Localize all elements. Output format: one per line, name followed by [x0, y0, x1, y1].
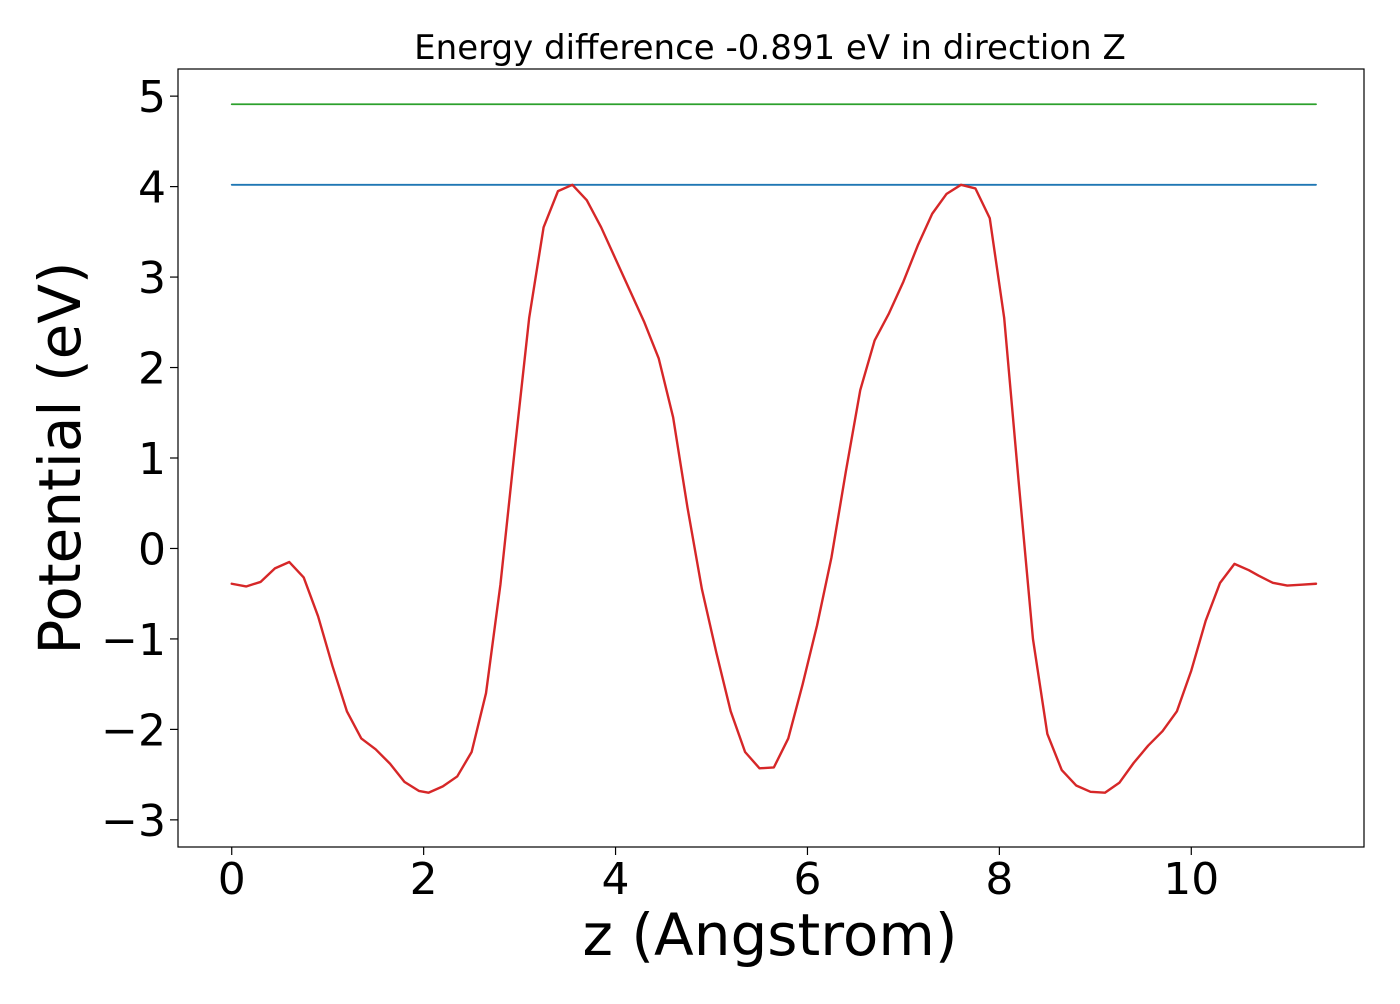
- y-axis: −3 −2 −1 0 1 2 3 4 5: [101, 72, 178, 847]
- x-tick-label: 0: [218, 854, 246, 905]
- x-axis: 0 2 4 6 8 10: [218, 847, 1219, 905]
- x-tick-label: 4: [602, 854, 630, 905]
- x-tick-label: 2: [410, 854, 438, 905]
- x-tick-label: 10: [1163, 854, 1219, 905]
- y-tick-label: −2: [101, 705, 166, 756]
- y-tick-label: 0: [138, 524, 166, 575]
- x-axis-label: z (Angstrom): [583, 901, 958, 969]
- y-tick-label: 5: [138, 72, 166, 123]
- x-tick-label: 8: [985, 854, 1013, 905]
- y-tick-label: 2: [138, 344, 166, 395]
- chart-title: Energy difference -0.891 eV in direction…: [414, 28, 1126, 68]
- x-tick-label: 6: [793, 854, 821, 905]
- y-tick-label: 3: [138, 253, 166, 304]
- y-tick-label: 1: [138, 434, 166, 485]
- y-tick-label: −3: [101, 796, 166, 847]
- y-tick-label: 4: [138, 163, 166, 214]
- series-layer: [230, 103, 1318, 794]
- y-tick-label: −1: [101, 615, 166, 666]
- y-axis-label: Potential (eV): [26, 261, 94, 654]
- series-line-2: [230, 183, 1318, 794]
